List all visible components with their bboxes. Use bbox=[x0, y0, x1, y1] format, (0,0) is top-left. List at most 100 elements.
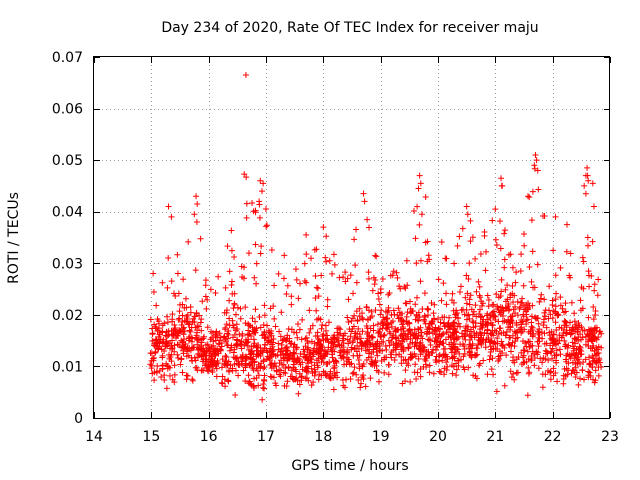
data-point bbox=[433, 339, 440, 346]
data-point bbox=[368, 313, 375, 320]
data-point bbox=[324, 360, 331, 367]
y-tick-label: 0.05 bbox=[52, 153, 83, 169]
data-point bbox=[277, 333, 284, 340]
data-point bbox=[585, 177, 592, 184]
data-point bbox=[559, 305, 566, 312]
data-point bbox=[520, 230, 527, 237]
data-point bbox=[340, 335, 347, 342]
data-point bbox=[398, 353, 405, 360]
data-point bbox=[568, 299, 575, 306]
data-point bbox=[257, 177, 264, 184]
data-point bbox=[561, 309, 568, 316]
data-point bbox=[470, 372, 477, 379]
data-point bbox=[529, 302, 536, 309]
data-point bbox=[334, 335, 341, 342]
data-point bbox=[359, 328, 366, 335]
data-point bbox=[200, 335, 207, 342]
data-point bbox=[395, 337, 402, 344]
data-point bbox=[399, 380, 406, 387]
data-point bbox=[280, 369, 287, 376]
data-point bbox=[562, 329, 569, 336]
data-point bbox=[247, 322, 254, 329]
data-point bbox=[465, 364, 472, 371]
data-point bbox=[245, 372, 252, 379]
data-point bbox=[296, 381, 303, 388]
data-point bbox=[296, 326, 303, 333]
data-point bbox=[463, 272, 470, 279]
grid bbox=[94, 57, 610, 418]
data-point bbox=[469, 318, 476, 325]
data-point bbox=[491, 327, 498, 334]
data-point bbox=[424, 305, 431, 312]
data-point bbox=[550, 372, 557, 379]
data-point bbox=[207, 286, 214, 293]
data-point bbox=[440, 330, 447, 337]
data-point bbox=[479, 324, 486, 331]
data-point bbox=[303, 334, 310, 341]
data-point bbox=[507, 326, 514, 333]
data-point bbox=[437, 369, 444, 376]
data-point bbox=[439, 331, 446, 338]
data-point bbox=[303, 279, 310, 286]
data-point bbox=[168, 351, 175, 358]
data-point bbox=[573, 369, 580, 376]
data-point bbox=[202, 352, 209, 359]
data-point bbox=[322, 322, 329, 329]
data-point bbox=[254, 351, 261, 358]
data-point bbox=[188, 334, 195, 341]
data-point bbox=[202, 362, 209, 369]
data-point bbox=[348, 317, 355, 324]
data-point bbox=[496, 348, 503, 355]
data-point bbox=[580, 359, 587, 366]
data-point bbox=[218, 379, 225, 386]
data-point bbox=[179, 312, 186, 319]
data-point bbox=[480, 357, 487, 364]
data-point bbox=[379, 320, 386, 327]
data-point bbox=[423, 363, 430, 370]
data-point bbox=[526, 344, 533, 351]
data-point bbox=[441, 371, 448, 378]
data-point bbox=[165, 254, 172, 261]
data-point bbox=[289, 375, 296, 382]
data-point bbox=[421, 312, 428, 319]
data-point bbox=[456, 350, 463, 357]
data-point bbox=[291, 350, 298, 357]
data-point bbox=[466, 296, 473, 303]
data-point bbox=[562, 341, 569, 348]
data-point bbox=[501, 227, 508, 234]
data-point bbox=[400, 344, 407, 351]
data-point bbox=[506, 334, 513, 341]
data-point bbox=[421, 290, 428, 297]
data-point bbox=[267, 305, 274, 312]
data-point bbox=[246, 378, 253, 385]
data-point bbox=[223, 358, 230, 365]
data-point bbox=[360, 316, 367, 323]
data-point bbox=[394, 311, 401, 318]
data-point bbox=[490, 340, 497, 347]
data-point bbox=[263, 322, 270, 329]
data-point bbox=[445, 334, 452, 340]
data-point bbox=[178, 344, 185, 351]
data-point bbox=[208, 334, 215, 341]
data-point bbox=[351, 345, 358, 352]
data-point bbox=[585, 368, 592, 375]
data-point bbox=[502, 331, 509, 338]
data-point bbox=[584, 164, 591, 171]
data-point bbox=[456, 233, 463, 240]
data-point bbox=[416, 340, 423, 347]
data-point bbox=[449, 355, 456, 362]
data-point bbox=[557, 302, 564, 309]
data-points bbox=[147, 72, 605, 403]
data-point bbox=[203, 358, 210, 365]
data-point bbox=[229, 365, 236, 372]
data-point bbox=[557, 351, 564, 358]
x-tick-label: 17 bbox=[257, 429, 275, 445]
data-point bbox=[345, 296, 352, 303]
data-point bbox=[177, 361, 184, 368]
data-point bbox=[228, 247, 235, 254]
data-point bbox=[490, 371, 497, 378]
y-tick-label: 0 bbox=[74, 411, 83, 427]
data-point bbox=[440, 351, 447, 358]
data-point bbox=[531, 284, 538, 291]
data-point bbox=[546, 332, 553, 339]
